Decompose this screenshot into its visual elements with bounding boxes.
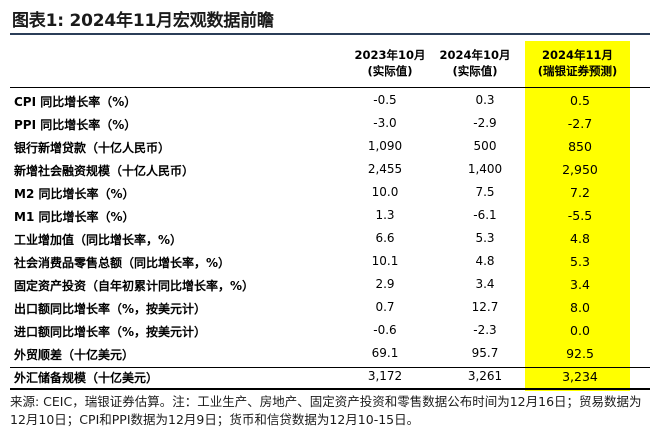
row-label: PPI 同比增长率（%） [14,118,137,132]
title-divider [10,33,650,35]
value-cell: 500 [473,139,497,153]
row-label: 工业增加值（同比增长率，%） [14,233,183,247]
page-title: 图表1: 2024年11月宏观数据前瞻 [12,11,274,31]
column-header-line2: (实际值) [367,64,413,78]
forecast-column-highlight [525,41,630,391]
column-header-line1: 2023年10月 [354,48,426,62]
value-cell: -3.0 [373,116,397,130]
row-label: 新增社会融资规模（十亿人民币） [14,164,195,178]
forecast-value-cell: 8.0 [570,300,590,315]
forecast-value-cell: 3.4 [570,277,590,292]
row-label: 外汇储备规模（十亿美元） [14,371,159,385]
forecast-value-cell: 0.0 [570,323,590,338]
column-header-line1: 2024年11月 [541,48,613,62]
column-header-line1: 2024年10月 [439,48,511,62]
table-row: 工业增加值（同比增长率，%） 6.6 5.3 4.8 [10,228,650,249]
table-row: 外汇储备规模（十亿美元） 3,172 3,261 3,234 [10,366,650,387]
row-label: M2 同比增长率（%） [14,187,135,201]
value-cell: 4.8 [475,254,495,268]
value-cell: 0.3 [475,93,495,107]
row-label: 银行新增贷款（十亿人民币） [14,141,171,155]
value-cell: -6.1 [473,208,497,222]
forecast-value-cell: 92.5 [566,346,594,361]
row-label: 进口额同比增长率（%，按美元计） [14,325,207,339]
header-divider [10,87,650,88]
row-label: 固定资产投资（自年初累计同比增长率，%） [14,279,255,293]
column-header-2024-oct: 2024年10月 (实际值) [425,47,525,79]
value-cell: 12.7 [471,300,499,314]
row-label: 出口额同比增长率（%，按美元计） [14,302,207,316]
value-cell: 3,172 [367,369,403,383]
forecast-value-cell: 850 [568,139,592,154]
value-cell: 7.5 [475,185,495,199]
forecast-value-cell: 0.5 [570,93,590,108]
forecast-value-cell: 3,234 [562,369,598,384]
value-cell: -2.9 [473,116,497,130]
table-bottom-rule [10,388,650,390]
value-cell: 69.1 [371,346,399,360]
value-cell: 5.3 [475,231,495,245]
row-label: 社会消费品零售总额（同比增长率，%） [14,256,231,270]
value-cell: 2,455 [367,162,403,176]
row-label: CPI 同比增长率（%） [14,95,137,109]
table-row: 出口额同比增长率（%，按美元计） 0.7 12.7 8.0 [10,297,650,318]
value-cell: 1,090 [367,139,403,153]
source-note: 来源: CEIC，瑞银证券估算。注：工业生产、房地产、固定资产投资和零售数据公布… [10,394,642,427]
table-row: 进口额同比增长率（%，按美元计） -0.6 -2.3 0.0 [10,320,650,341]
value-cell: 3,261 [467,369,503,383]
table-row: 社会消费品零售总额（同比增长率，%） 10.1 4.8 5.3 [10,251,650,272]
table-row: 外贸顺差（十亿美元） 69.1 95.7 92.5 [10,343,650,364]
row-label: M1 同比增长率（%） [14,210,135,224]
table-row: CPI 同比增长率（%） -0.5 0.3 0.5 [10,90,650,111]
value-cell: -0.6 [373,323,397,337]
table-row: PPI 同比增长率（%） -3.0 -2.9 -2.7 [10,113,650,134]
forecast-value-cell: 2,950 [562,162,598,177]
value-cell: 2.9 [375,277,395,291]
forecast-value-cell: 4.8 [570,231,590,246]
table-row: M2 同比增长率（%） 10.0 7.5 7.2 [10,182,650,203]
value-cell: 1.3 [375,208,395,222]
table-row: M1 同比增长率（%） 1.3 -6.1 -5.5 [10,205,650,226]
forecast-value-cell: 5.3 [570,254,590,269]
value-cell: 10.1 [371,254,399,268]
column-header-line2: (实际值) [452,64,498,78]
value-cell: 3.4 [475,277,495,291]
table-row: 新增社会融资规模（十亿人民币） 2,455 1,400 2,950 [10,159,650,180]
forecast-value-cell: 7.2 [570,185,590,200]
table-row-divider [10,367,650,368]
value-cell: -0.5 [373,93,397,107]
table-row: 银行新增贷款（十亿人民币） 1,090 500 850 [10,136,650,157]
table-row: 固定资产投资（自年初累计同比增长率，%） 2.9 3.4 3.4 [10,274,650,295]
column-header-2024-nov-forecast: 2024年11月 (瑞银证券预测) [525,47,630,79]
value-cell: -2.3 [473,323,497,337]
column-header-2023-oct: 2023年10月 (实际值) [340,47,440,79]
row-label: 外贸顺差（十亿美元） [14,348,135,362]
forecast-value-cell: -2.7 [567,116,593,131]
forecast-value-cell: -5.5 [567,208,593,223]
column-header-line2: (瑞银证券预测) [537,64,618,78]
value-cell: 10.0 [371,185,399,199]
value-cell: 95.7 [471,346,499,360]
value-cell: 6.6 [375,231,395,245]
value-cell: 0.7 [375,300,395,314]
value-cell: 1,400 [467,162,503,176]
